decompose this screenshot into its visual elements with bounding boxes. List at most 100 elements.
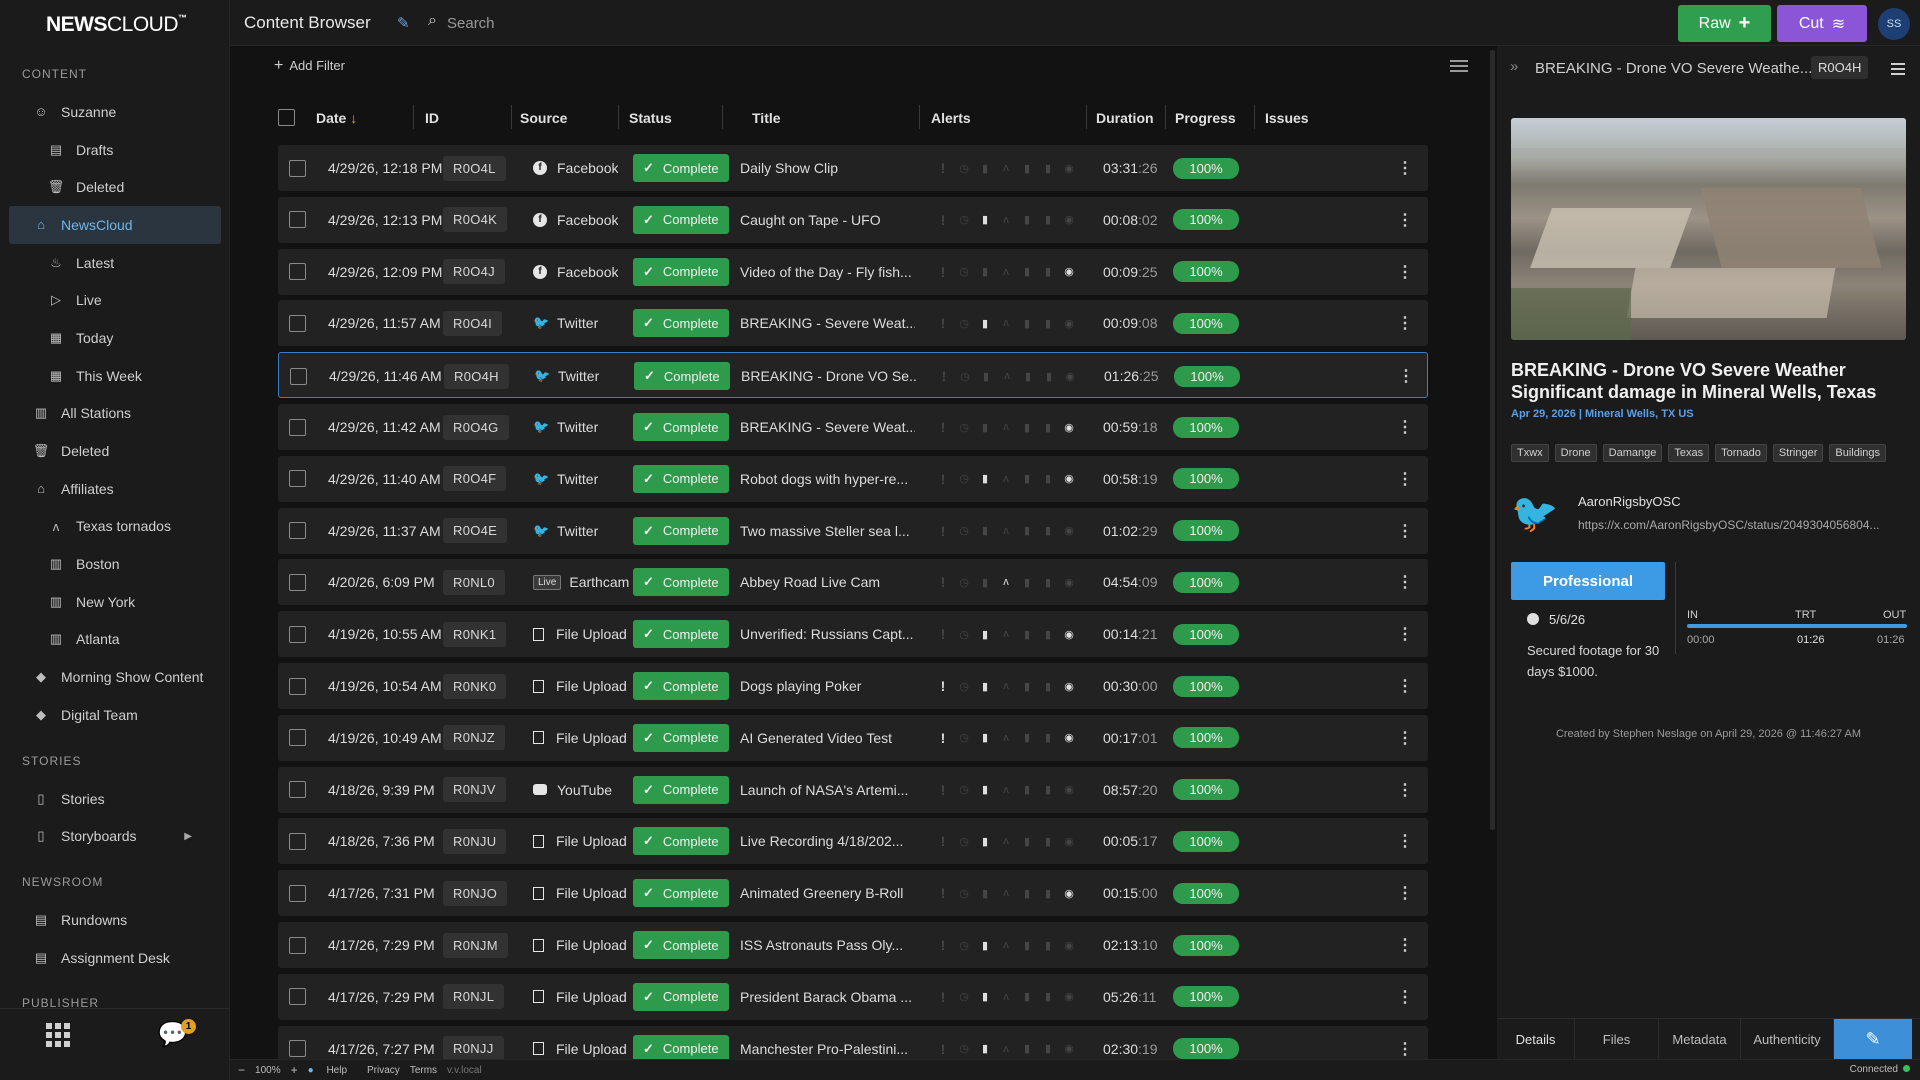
panel-resize-handle[interactable] (1490, 50, 1495, 830)
row-title[interactable]: Unverified: Russians Capt... (740, 626, 914, 643)
table-row[interactable]: 4/19/26, 10:55 AM R0NK1 File Upload ✓ Comple… (278, 611, 1428, 658)
sidebar-item-boston[interactable]: ▥ Boston (0, 545, 230, 583)
row-id-badge[interactable]: R0NJV (443, 777, 506, 803)
column-settings-icon[interactable] (1450, 60, 1468, 74)
row-kebab-menu-icon[interactable]: ⋮ (1397, 937, 1413, 954)
table-row[interactable]: 4/29/26, 11:42 AM R0O4G 🐦 Twitter ✓ Complete B… (278, 404, 1428, 450)
row-kebab-menu-icon[interactable]: ⋮ (1397, 315, 1413, 333)
row-id-badge[interactable]: R0NK0 (443, 673, 507, 699)
sidebar-item-all-stations[interactable]: ▥ All Stations (0, 395, 230, 433)
table-row[interactable]: 4/17/26, 7:29 PM R0NJM File Upload ✓ Complet… (278, 922, 1428, 968)
row-id-badge[interactable]: R0O4E (443, 518, 508, 544)
row-checkbox[interactable] (289, 522, 306, 540)
row-checkbox[interactable] (289, 729, 306, 747)
sidebar-item-drafts[interactable]: ▤ Drafts (0, 131, 230, 169)
row-title[interactable]: BREAKING - Severe Weat... (740, 315, 915, 332)
column-header-source[interactable]: Source (520, 110, 568, 126)
table-row[interactable]: 4/29/26, 11:37 AM R0O4E 🐦 Twitter ✓ Complete T… (278, 507, 1428, 554)
column-header-date[interactable]: Date ↓ (316, 110, 358, 126)
row-checkbox[interactable] (290, 367, 307, 385)
column-header-status[interactable]: Status (629, 110, 672, 126)
row-kebab-menu-icon[interactable]: ⋮ (1397, 988, 1413, 1006)
row-checkbox[interactable] (289, 936, 306, 954)
collapse-panel-icon[interactable]: » (1510, 58, 1519, 75)
row-id-badge[interactable]: R0NJL (443, 984, 505, 1010)
row-title[interactable]: Abbey Road Live Cam (740, 574, 881, 591)
row-id-badge[interactable]: R0O4F (443, 466, 507, 492)
sidebar-item-this-week[interactable]: ▦ This Week (0, 357, 230, 395)
table-row[interactable]: 4/17/26, 7:31 PM R0NJO File Upload ✓ Complet… (278, 870, 1428, 917)
row-id-badge[interactable]: R0O4I (443, 310, 503, 336)
tag-chip[interactable]: Buildings (1829, 444, 1887, 462)
apps-grid-button[interactable] (0, 1009, 115, 1060)
row-id-badge[interactable]: R0O4K (443, 207, 508, 233)
terms-link[interactable]: Terms (409, 1064, 438, 1076)
row-kebab-menu-icon[interactable]: ⋮ (1397, 211, 1413, 229)
sidebar-item-texas-tornados[interactable]: ᴧ Texas tornados (0, 508, 230, 546)
row-title[interactable]: Live Recording 4/18/202... (740, 833, 904, 850)
row-title[interactable]: Two massive Steller sea l... (740, 522, 910, 539)
tab-authenticity[interactable]: Authenticity (1741, 1019, 1834, 1060)
app-logo[interactable]: NEWSCLOUD™ (46, 13, 187, 36)
chevron-right-icon[interactable]: ▶ (184, 830, 192, 842)
row-title[interactable]: BREAKING - Drone VO Se... (741, 368, 916, 385)
table-row[interactable]: 4/29/26, 12:09 PM R0O4J f Facebook ✓ Complete… (278, 248, 1428, 295)
column-header-id[interactable]: ID (425, 110, 439, 126)
row-id-badge[interactable]: R0NJJ (443, 1036, 504, 1062)
row-title[interactable]: Launch of NASA's Artemi... (740, 781, 909, 798)
table-row[interactable]: 4/29/26, 11:46 AM R0O4H 🐦 Twitter ✓ Complete B… (278, 352, 1428, 399)
sidebar-item-today[interactable]: ▦ Today (0, 319, 230, 357)
row-title[interactable]: Manchester Pro-Palestini... (740, 1040, 909, 1057)
chat-button[interactable]: 💬 1 (115, 1009, 230, 1060)
raw-button[interactable]: Raw + (1678, 5, 1771, 42)
table-row[interactable]: 4/29/26, 12:18 PM R0O4L f Facebook ✓ Complete… (278, 145, 1428, 191)
table-row[interactable]: 4/29/26, 12:13 PM R0O4K f Facebook ✓ Complete… (278, 196, 1428, 243)
row-title[interactable]: AI Generated Video Test (740, 729, 893, 746)
sidebar-item-live[interactable]: ▷ Live (0, 281, 230, 319)
row-title[interactable]: ISS Astronauts Pass Oly... (740, 937, 904, 953)
row-kebab-menu-icon[interactable]: ⋮ (1397, 574, 1413, 592)
tag-chip[interactable]: Tornado (1715, 444, 1767, 462)
edit-button[interactable]: ✎ (1834, 1019, 1912, 1059)
avatar[interactable]: SS (1878, 8, 1910, 40)
zoom-in-button[interactable]: + (290, 1063, 298, 1077)
sidebar-item-assignment-desk[interactable]: ▤ Assignment Desk (0, 939, 230, 977)
tab-details[interactable]: Details (1497, 1019, 1575, 1060)
sidebar-item-latest[interactable]: ♨ Latest (0, 244, 230, 282)
row-kebab-menu-icon[interactable]: ⋮ (1397, 160, 1413, 177)
tag-chip[interactable]: Drone (1554, 444, 1597, 462)
row-id-badge[interactable]: R0NJO (443, 880, 508, 906)
sidebar-item-new-york[interactable]: ▥ New York (0, 583, 230, 621)
tag-chip[interactable]: Stringer (1772, 444, 1824, 462)
row-kebab-menu-icon[interactable]: ⋮ (1397, 419, 1413, 436)
column-header-duration[interactable]: Duration (1096, 110, 1154, 126)
row-id-badge[interactable]: R0NJU (443, 828, 507, 854)
tag-chip[interactable]: Txwx (1511, 444, 1549, 462)
row-id-badge[interactable]: R0NK1 (443, 621, 507, 647)
row-kebab-menu-icon[interactable]: ⋮ (1397, 626, 1413, 644)
tag-chip[interactable]: Damange (1602, 444, 1663, 462)
sidebar-item-affiliates[interactable]: ⌂ Affiliates (0, 470, 230, 508)
row-checkbox[interactable] (289, 625, 306, 643)
timeline-bar[interactable] (1687, 624, 1907, 628)
license-professional-button[interactable]: Professional (1511, 562, 1665, 600)
row-checkbox[interactable] (289, 832, 306, 850)
tab-files[interactable]: Files (1575, 1019, 1659, 1060)
row-title[interactable]: Video of the Day - Fly fish... (740, 263, 912, 280)
row-kebab-menu-icon[interactable]: ⋮ (1397, 522, 1413, 540)
video-thumbnail[interactable] (1511, 118, 1906, 340)
row-checkbox[interactable] (289, 677, 306, 695)
sidebar-item-stories[interactable]: ▯ Stories (0, 780, 230, 818)
row-checkbox[interactable] (289, 781, 306, 799)
row-kebab-menu-icon[interactable]: ⋮ (1397, 885, 1413, 903)
table-row[interactable]: 4/19/26, 10:54 AM R0NK0 File Upload ✓ Comple… (278, 663, 1428, 709)
row-kebab-menu-icon[interactable]: ⋮ (1397, 833, 1413, 851)
zoom-out-button[interactable]: − (238, 1063, 246, 1077)
cut-button[interactable]: Cut ≋ (1777, 5, 1867, 42)
row-checkbox[interactable] (289, 211, 306, 229)
row-title[interactable]: Caught on Tape - UFO (740, 211, 881, 228)
table-row[interactable]: 4/29/26, 11:40 AM R0O4F 🐦 Twitter ✓ Complete R… (278, 455, 1428, 502)
table-row[interactable]: 4/20/26, 6:09 PM R0NL0 Live Earthcam ✓ Comple… (278, 559, 1428, 606)
row-checkbox[interactable] (289, 988, 306, 1006)
row-kebab-menu-icon[interactable]: ⋮ (1397, 263, 1413, 281)
